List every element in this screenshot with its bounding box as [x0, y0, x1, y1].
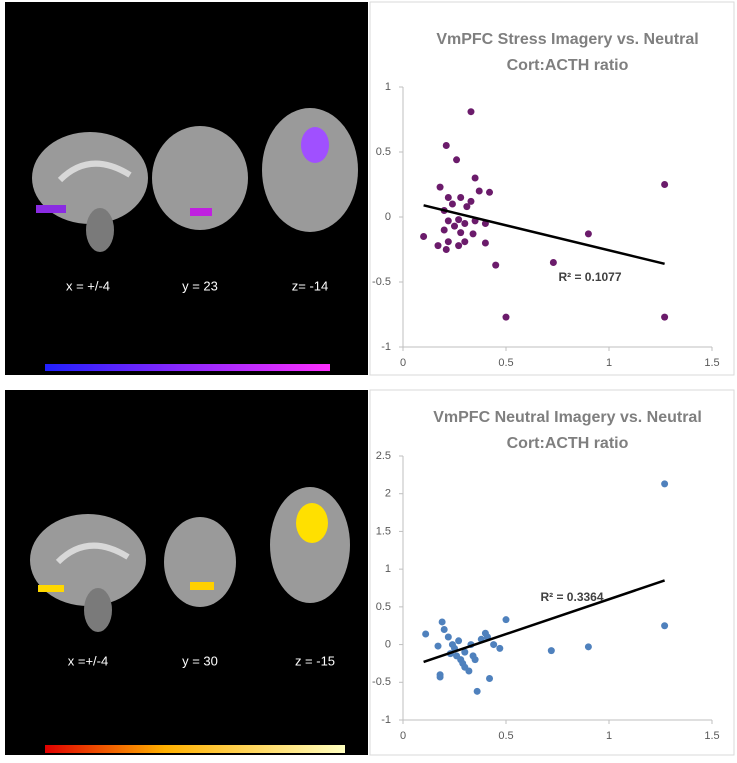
data-point: [457, 194, 464, 201]
y-tick-label: 2: [385, 488, 391, 500]
data-point: [472, 175, 479, 182]
data-point: [437, 674, 444, 681]
data-point: [459, 660, 466, 667]
data-point: [453, 156, 460, 163]
data-point: [550, 259, 557, 266]
x-tick-label: 0: [400, 357, 406, 369]
data-point: [486, 189, 493, 196]
data-point: [420, 233, 427, 240]
y-tick-label: -0.5: [372, 676, 391, 688]
data-point: [472, 656, 479, 663]
chart-title: VmPFC Neutral Imagery vs. Neutral: [433, 409, 702, 426]
data-point: [443, 246, 450, 253]
data-point: [548, 647, 555, 654]
data-point: [449, 201, 456, 208]
x-tick-label: 1: [606, 730, 612, 742]
data-point: [461, 220, 468, 227]
data-point: [443, 142, 450, 149]
panel-label: x = +/-4: [66, 278, 110, 293]
data-point: [465, 667, 472, 674]
data-point: [422, 631, 429, 638]
data-point: [461, 238, 468, 245]
x-tick-label: 0.5: [498, 730, 513, 742]
data-point: [492, 262, 499, 269]
data-point: [661, 181, 668, 188]
data-point: [585, 643, 592, 650]
chart-subtitle: Cort:ACTH ratio: [507, 435, 629, 452]
data-point: [445, 634, 452, 641]
brain-panel: [5, 2, 368, 375]
data-point: [496, 645, 503, 652]
data-point: [437, 184, 444, 191]
data-point: [435, 242, 442, 249]
data-point: [455, 242, 462, 249]
y-tick-label: -1: [381, 714, 391, 726]
x-tick-label: 0.5: [498, 357, 513, 369]
x-tick-label: 1: [606, 357, 612, 369]
chart-subtitle: Cort:ACTH ratio: [507, 57, 629, 74]
data-point: [661, 622, 668, 629]
figure: x = +/-4 y = 23 z= -14 x =+/-4 y = 30 z = -15…: [0, 0, 737, 758]
data-point: [439, 618, 446, 625]
data-point: [441, 227, 448, 234]
data-point: [470, 230, 477, 237]
data-point: [455, 637, 462, 644]
x-tick-label: 1.5: [704, 357, 719, 369]
data-point: [474, 688, 481, 695]
data-point: [445, 194, 452, 201]
annotation: R² = 0.3364: [540, 590, 603, 604]
panel-label: x =+/-4: [68, 653, 108, 668]
y-tick-label: -1: [381, 341, 391, 353]
y-tick-label: 0.5: [376, 601, 391, 613]
x-tick-label: 0: [400, 730, 406, 742]
data-point: [445, 238, 452, 245]
data-point: [435, 643, 442, 650]
data-point: [451, 223, 458, 230]
y-tick-label: 2.5: [376, 450, 391, 462]
data-point: [585, 230, 592, 237]
brain-panel: [5, 390, 368, 755]
y-tick-label: 0: [385, 211, 391, 223]
data-point: [661, 314, 668, 321]
data-point: [490, 641, 497, 648]
data-point: [457, 229, 464, 236]
data-point: [482, 240, 489, 247]
y-tick-label: 0: [385, 638, 391, 650]
data-point: [441, 626, 448, 633]
data-point: [476, 188, 483, 195]
y-tick-label: 0.5: [376, 146, 391, 158]
panel-label: z = -15: [295, 653, 335, 668]
x-tick-label: 1.5: [704, 730, 719, 742]
data-point: [449, 641, 456, 648]
data-point: [467, 108, 474, 115]
data-point: [503, 314, 510, 321]
panel-label: y = 30: [182, 653, 218, 668]
panel-label: z= -14: [292, 278, 329, 293]
data-point: [455, 216, 462, 223]
data-point: [467, 198, 474, 205]
chart-title: VmPFC Stress Imagery vs. Neutral: [436, 31, 698, 48]
y-tick-label: 1: [385, 563, 391, 575]
annotation: R² = 0.1077: [558, 270, 621, 284]
data-point: [661, 480, 668, 487]
y-tick-label: 1.5: [376, 525, 391, 537]
page: {"panels": [{"labels": ["x = +/-4", "y =…: [0, 0, 737, 758]
y-tick-label: 1: [385, 81, 391, 93]
data-point: [486, 675, 493, 682]
data-point: [503, 616, 510, 623]
panel-label: y = 23: [182, 278, 218, 293]
y-tick-label: -0.5: [372, 276, 391, 288]
data-point: [445, 217, 452, 224]
